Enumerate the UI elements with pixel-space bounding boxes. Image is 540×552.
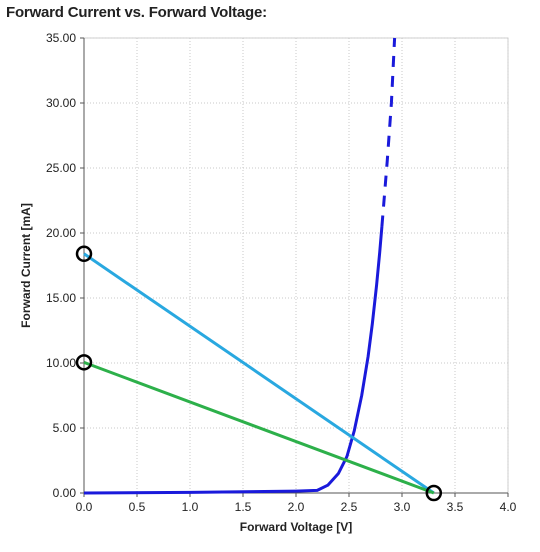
circle-marker-2 <box>75 354 93 371</box>
x-tick-label: 4.0 <box>500 500 517 514</box>
y-tick-label: 25.00 <box>46 161 76 175</box>
chart-title: Forward Current vs. Forward Voltage: <box>6 4 267 21</box>
x-tick-label: 1.0 <box>182 500 199 514</box>
series-line-3 <box>83 252 435 495</box>
ticks: 0.0 0.5 1.0 1.5 2.0 2.5 3.0 3.5 4.0 0.00 5.00 10.00… <box>46 31 517 514</box>
circle-marker-1 <box>75 245 93 263</box>
x-tick-label: 2.0 <box>288 500 305 514</box>
y-tick-label: 30.00 <box>46 96 76 110</box>
y-tick-label: 10.00 <box>46 356 76 370</box>
x-tick-label: 3.0 <box>394 500 411 514</box>
y-tick-label: 35.00 <box>46 31 76 45</box>
x-tick-label: 1.5 <box>235 500 252 514</box>
series-group <box>83 37 435 495</box>
series-line-4 <box>83 360 435 495</box>
y-tick-label: 0.00 <box>53 486 77 500</box>
grid <box>84 37 509 493</box>
x-tick-label: 0.0 <box>76 500 93 514</box>
x-tick-label: 2.5 <box>341 500 358 514</box>
markers-group <box>75 245 443 502</box>
circle-marker-3 <box>425 484 443 502</box>
y-tick-label: 15.00 <box>46 291 76 305</box>
y-tick-label: 20.00 <box>46 226 76 240</box>
y-axis-label: Forward Current [mA] <box>19 203 33 328</box>
series-line-1 <box>83 226 384 495</box>
x-tick-label: 0.5 <box>129 500 146 514</box>
plot-area <box>83 37 509 494</box>
x-axis-label: Forward Voltage [V] <box>240 520 352 534</box>
y-tick-label: 5.00 <box>53 421 77 435</box>
x-tick-label: 3.5 <box>447 500 464 514</box>
